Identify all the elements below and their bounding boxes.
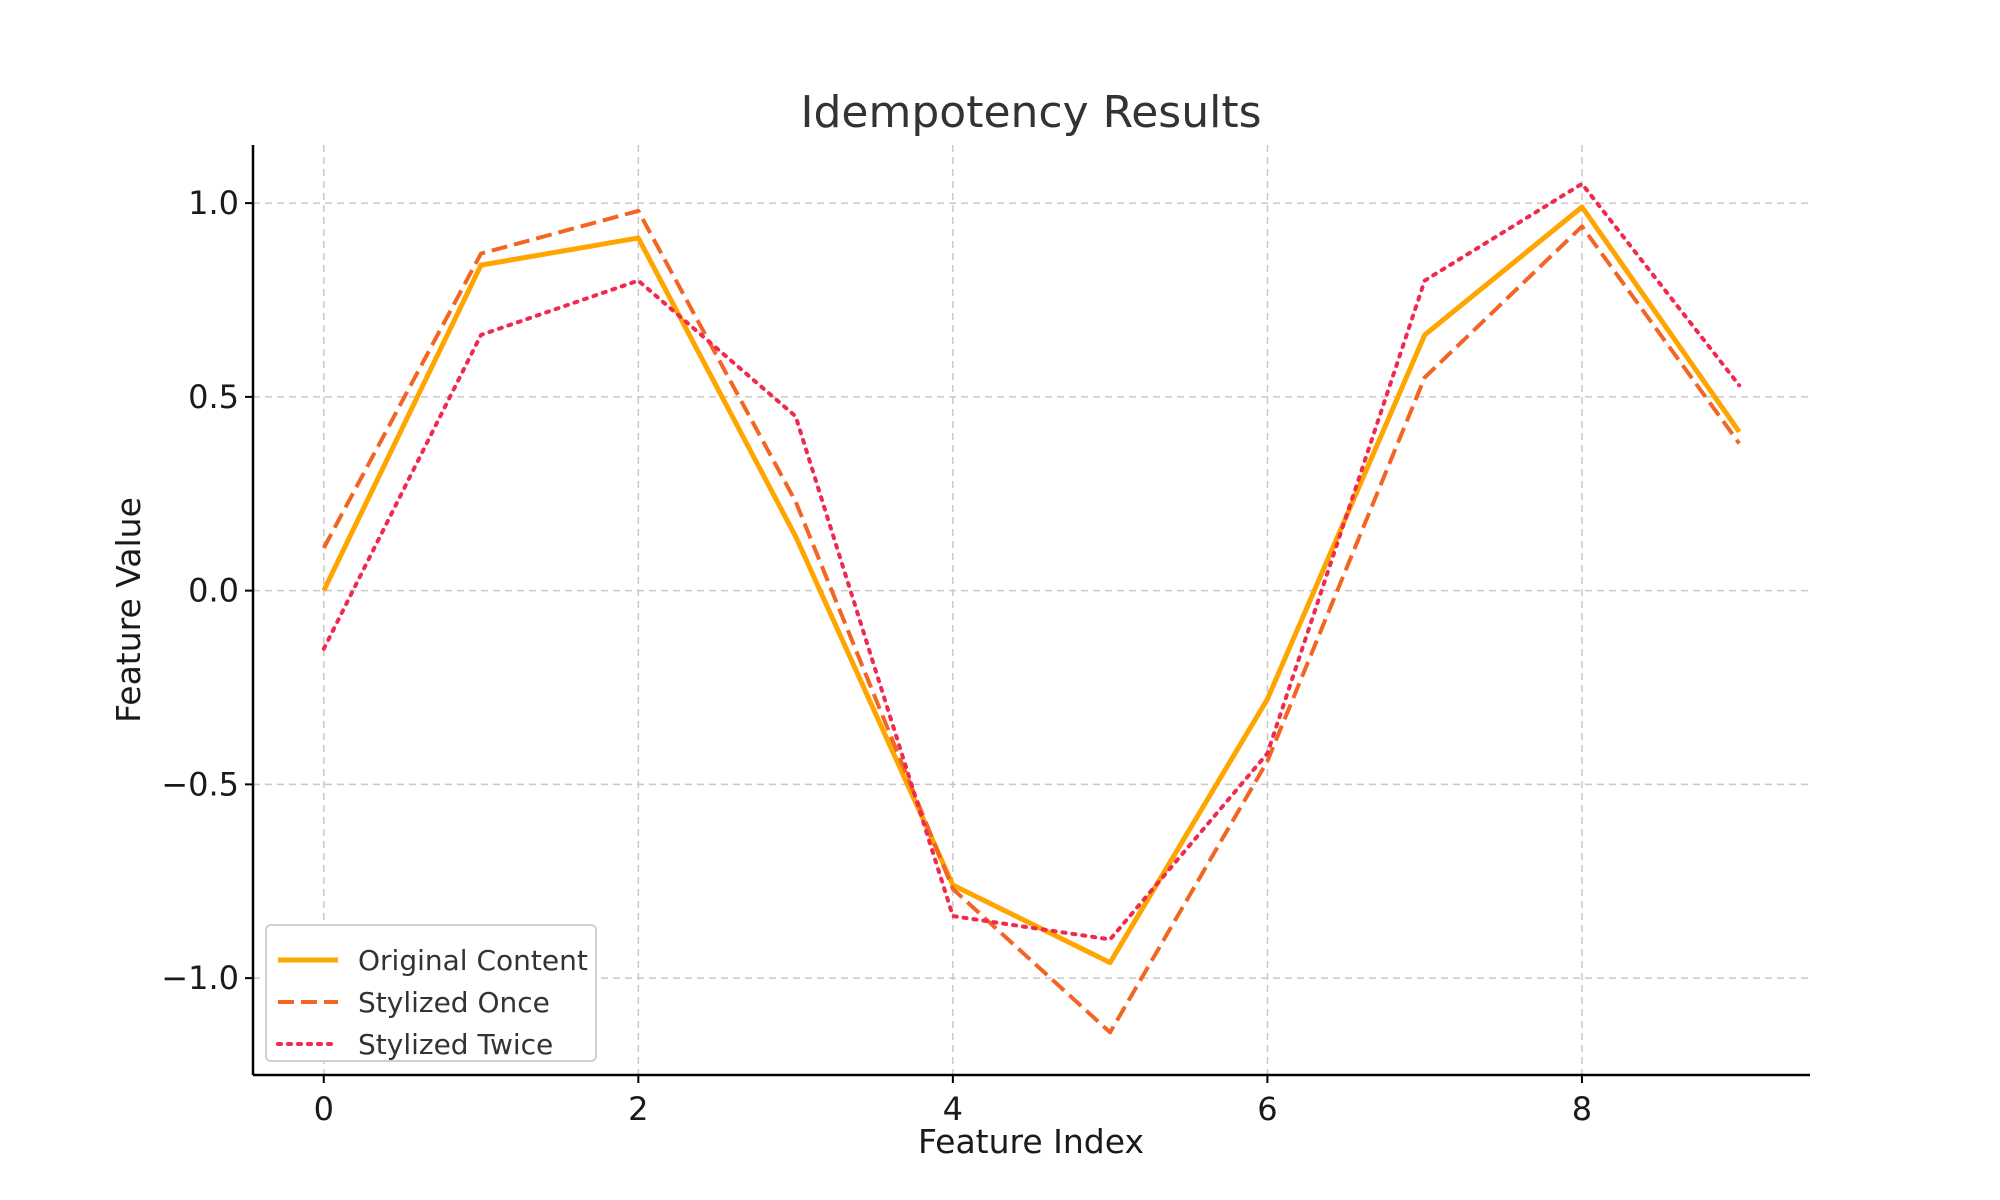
y-tick-label: −1.0 (161, 959, 239, 997)
y-tick-label: 0.0 (188, 572, 239, 610)
grid (253, 145, 1810, 1075)
x-tick-label: 2 (628, 1090, 648, 1128)
x-axis-label: Feature Index (918, 1122, 1144, 1161)
ticks: 0 2 4 6 8 −1.0 −0.5 0.0 0.5 1.0 (161, 184, 1592, 1128)
series-line-3 (321, 181, 1742, 942)
series-line-1 (321, 204, 1742, 966)
legend-box (265, 924, 597, 1062)
chart-title: Idempotency Results (801, 87, 1262, 138)
legend-label-3: Stylized Twice (358, 1028, 553, 1061)
legend: Original Content Stylized Once Stylized Tw… (265, 924, 597, 1062)
x-tick-label: 4 (943, 1090, 963, 1128)
series-lines (321, 181, 1742, 1035)
y-axis-label: Feature Value (109, 497, 148, 723)
y-tick-label: −0.5 (161, 765, 239, 803)
legend-label-2: Stylized Once (358, 986, 550, 1019)
series-line-2 (322, 208, 1741, 1035)
legend-label-1: Original Content (358, 944, 588, 977)
y-tick-label: 1.0 (188, 184, 239, 222)
x-tick-label: 8 (1572, 1090, 1592, 1128)
y-tick-label: 0.5 (188, 378, 239, 416)
x-tick-label: 0 (314, 1090, 334, 1128)
x-tick-label: 6 (1257, 1090, 1277, 1128)
